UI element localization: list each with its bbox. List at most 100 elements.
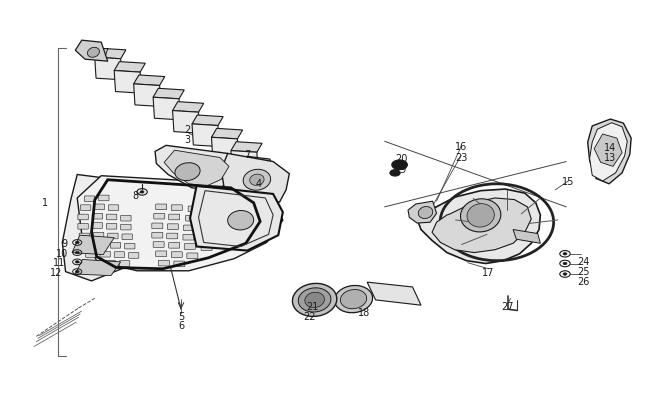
Polygon shape [75,41,108,62]
FancyBboxPatch shape [100,252,110,258]
Polygon shape [155,146,240,190]
Text: 1: 1 [42,198,48,207]
Polygon shape [231,143,262,153]
FancyBboxPatch shape [199,236,210,242]
Text: 12: 12 [49,267,62,277]
Polygon shape [153,89,184,100]
Polygon shape [588,120,631,184]
FancyBboxPatch shape [185,216,196,222]
Text: 9: 9 [61,239,68,249]
Text: 17: 17 [482,267,495,277]
FancyBboxPatch shape [152,233,163,239]
Text: 5: 5 [178,311,184,321]
Polygon shape [173,102,203,113]
FancyBboxPatch shape [91,261,101,266]
Text: 24: 24 [577,256,590,266]
FancyBboxPatch shape [122,234,133,240]
Ellipse shape [292,284,337,317]
FancyBboxPatch shape [202,217,213,223]
Polygon shape [153,98,180,121]
FancyBboxPatch shape [200,227,211,232]
Text: 15: 15 [562,177,575,186]
Text: 25: 25 [577,266,590,276]
FancyBboxPatch shape [201,245,212,251]
Polygon shape [75,260,121,276]
FancyBboxPatch shape [92,214,103,220]
Circle shape [563,262,567,265]
FancyBboxPatch shape [94,205,105,210]
Polygon shape [77,176,283,271]
Circle shape [563,253,567,256]
FancyBboxPatch shape [187,254,198,259]
Polygon shape [134,85,161,107]
Polygon shape [594,135,622,167]
FancyBboxPatch shape [156,252,167,257]
Polygon shape [211,138,239,160]
FancyBboxPatch shape [174,262,185,267]
Text: 14: 14 [604,143,616,153]
FancyBboxPatch shape [79,234,90,239]
FancyBboxPatch shape [156,205,167,210]
FancyBboxPatch shape [121,216,131,222]
Polygon shape [62,175,179,281]
Text: 2: 2 [185,125,190,135]
Circle shape [75,252,79,254]
FancyBboxPatch shape [99,196,109,201]
Circle shape [563,273,567,275]
FancyBboxPatch shape [152,224,163,229]
Ellipse shape [419,207,433,219]
Circle shape [75,261,79,263]
Ellipse shape [298,288,331,312]
Circle shape [396,163,404,168]
FancyBboxPatch shape [107,215,117,220]
Polygon shape [408,202,437,224]
Circle shape [75,242,79,244]
Polygon shape [590,124,627,181]
Ellipse shape [243,170,270,191]
Polygon shape [72,236,114,255]
FancyBboxPatch shape [169,215,179,220]
Polygon shape [114,62,146,73]
Text: 11: 11 [53,257,65,267]
FancyBboxPatch shape [183,235,194,241]
Circle shape [392,160,408,170]
FancyBboxPatch shape [172,205,182,211]
FancyBboxPatch shape [78,224,88,230]
Circle shape [75,271,79,273]
Ellipse shape [88,48,99,58]
Polygon shape [240,157,273,172]
Polygon shape [231,151,258,174]
FancyBboxPatch shape [78,215,88,220]
FancyBboxPatch shape [205,208,216,213]
Text: 3: 3 [185,135,190,145]
Text: 19: 19 [395,164,408,175]
Text: 26: 26 [577,276,590,286]
FancyBboxPatch shape [129,253,139,259]
Circle shape [140,191,144,194]
FancyBboxPatch shape [167,234,177,239]
FancyBboxPatch shape [109,205,119,211]
FancyBboxPatch shape [184,244,195,250]
FancyBboxPatch shape [121,225,131,230]
Ellipse shape [467,204,495,228]
Text: 22: 22 [303,311,316,321]
Polygon shape [192,125,219,147]
Text: 8: 8 [133,190,138,200]
FancyBboxPatch shape [111,243,121,249]
Text: 20: 20 [395,154,408,164]
Polygon shape [114,71,142,94]
FancyBboxPatch shape [168,224,178,230]
Text: 13: 13 [604,153,616,163]
FancyBboxPatch shape [83,243,93,249]
FancyBboxPatch shape [108,234,118,239]
FancyBboxPatch shape [84,196,95,202]
Text: 6: 6 [178,320,184,330]
FancyBboxPatch shape [169,243,179,249]
Ellipse shape [227,211,254,230]
FancyBboxPatch shape [183,226,194,231]
FancyBboxPatch shape [86,252,96,258]
FancyBboxPatch shape [97,243,107,248]
FancyBboxPatch shape [81,205,91,211]
Polygon shape [134,76,165,86]
FancyBboxPatch shape [125,244,135,249]
